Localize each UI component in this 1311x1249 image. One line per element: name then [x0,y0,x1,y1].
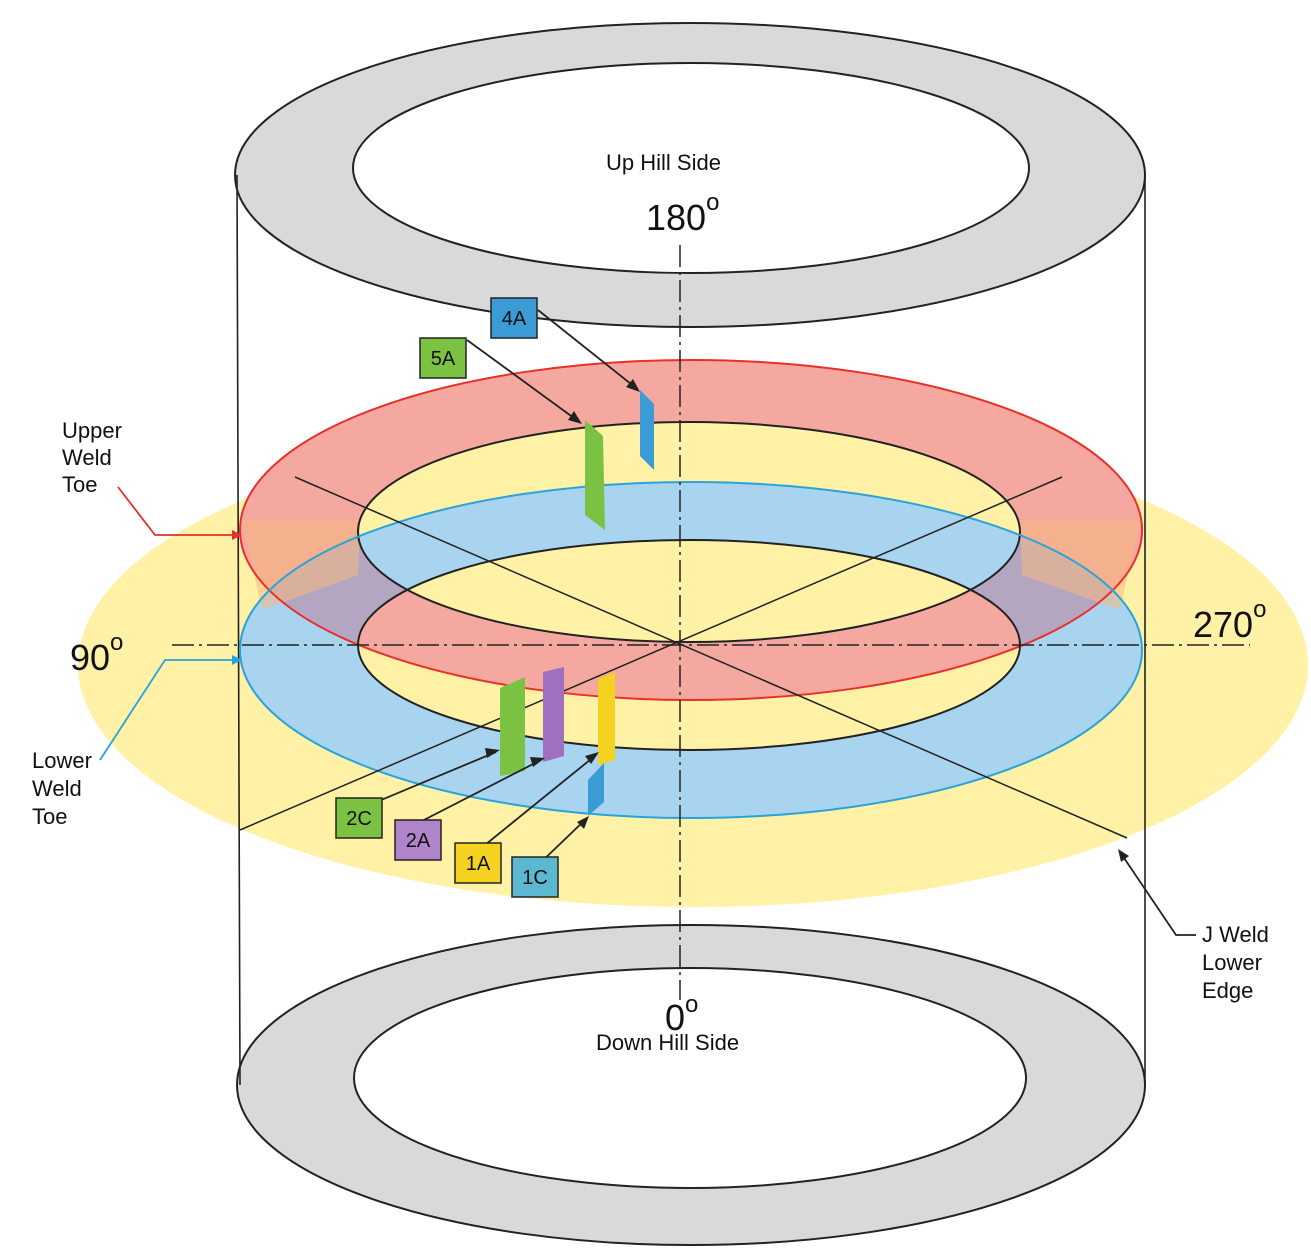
arrowhead-lower-weld-toe [232,655,242,665]
tag-2a: 2A [394,819,442,861]
arrowhead-5a [568,411,582,424]
tag-2a-label: 2A [406,830,431,852]
diagonal-line-b [239,476,1063,831]
arrowhead-2a [530,757,545,767]
leader-2c [361,751,497,809]
arrowhead-4a [626,379,640,392]
indication-2a-shape [543,667,564,762]
leader-lower-weld-toe [99,659,236,761]
tag-2c: 2C [335,797,383,839]
top-pipe-ring [233,22,1147,328]
up-hill-side-label: Up Hill Side [606,150,721,175]
lower-weld-toe-label: Lower Weld Toe [32,748,98,829]
indication-4a-shape [640,390,654,470]
tag-1a: 1A [454,842,502,884]
tag-5a: 5A [419,337,467,379]
leader-5a [466,339,579,422]
leader-4a [537,309,637,389]
leader-j-weld [1119,851,1196,936]
arrowhead-1a [585,752,599,764]
cylinder-left-edge [236,174,241,1086]
upper-weld-toe-outer-edge [239,359,1143,701]
arrowhead-2c [485,748,500,758]
tag-4a: 4A [490,297,538,339]
upper-weld-toe-band [240,360,1142,700]
indication-5a-shape [585,420,605,530]
leader-1a [479,754,597,850]
bottom-pipe-ring [235,924,1147,1246]
lower-weld-toe-band [240,482,1142,818]
lower-weld-toe-outer-edge [239,481,1143,819]
j-weld-lower-edge-label: J Weld Lower Edge [1202,922,1275,1003]
angle-270-label: 270o [1193,596,1266,645]
diagonal-line-a [294,476,1128,839]
tag-1c: 1C [511,856,559,898]
down-hill-side-label: Down Hill Side [596,1030,739,1055]
angle-180-label: 180o [646,189,719,238]
angle-0-label: 0o [665,991,698,1038]
tag-4a-label: 4A [502,308,527,330]
tag-2c-label: 2C [346,808,372,830]
arrowhead-upper-weld-toe [232,530,242,540]
tag-1c-label: 1C [522,867,548,889]
tag-1a-label: 1A [466,853,491,875]
indication-1a-shape [598,672,615,765]
upper-weld-toe-inner-edge [357,421,1021,643]
tag-5a-label: 5A [431,348,456,370]
angle-90-label: 90o [70,629,123,678]
arrowhead-1c [577,816,589,829]
indication-1c-shape [588,763,604,816]
leader-2a [417,759,542,824]
indication-2c-shape [500,677,525,776]
arrowhead-j-weld [1118,849,1129,862]
upper-weld-toe-label: Upper Weld Toe [62,418,128,497]
leader-upper-weld-toe [117,486,236,536]
